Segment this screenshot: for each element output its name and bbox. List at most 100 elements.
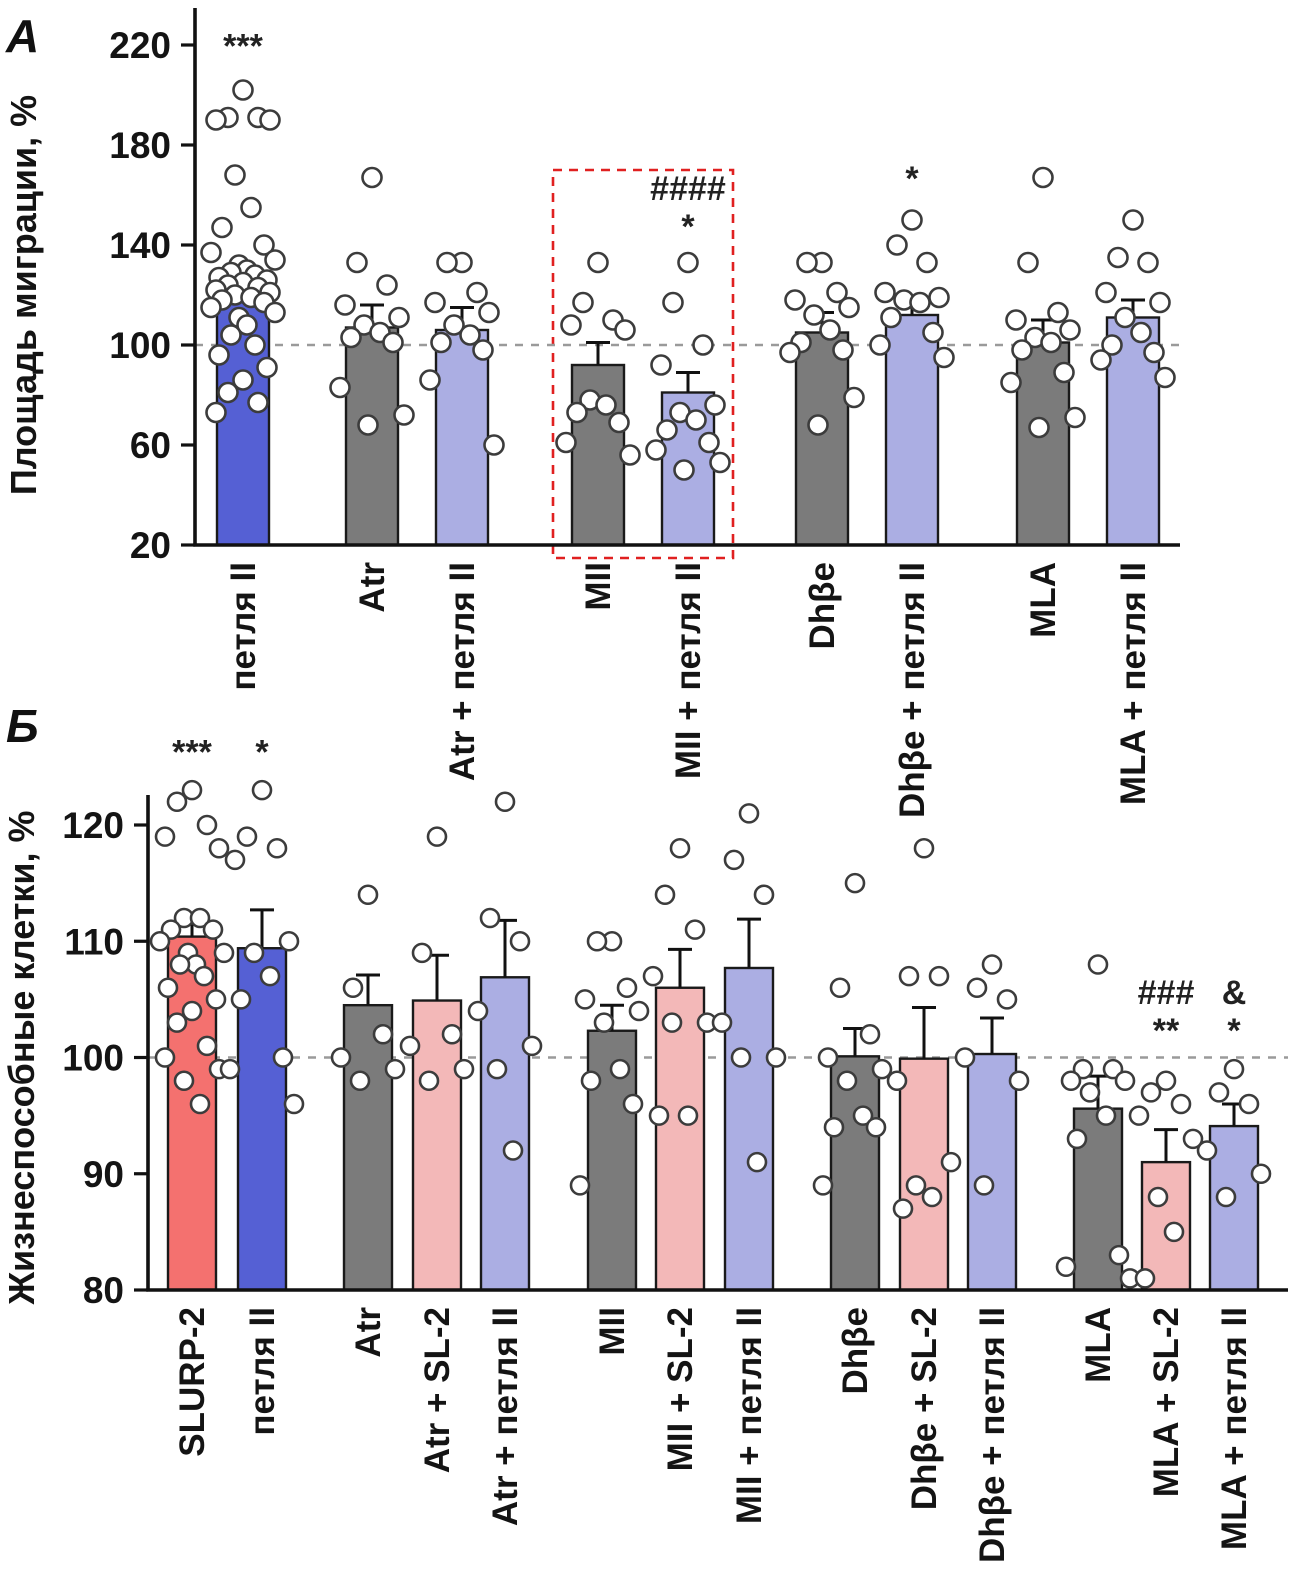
data-points-dh-e-петля-ii bbox=[869, 209, 955, 369]
data-point bbox=[933, 346, 955, 369]
data-point bbox=[709, 451, 731, 474]
data-point bbox=[1055, 1256, 1077, 1278]
y-tick-label: 180 bbox=[109, 125, 171, 166]
bar-dh-e-петля-ii bbox=[966, 1052, 1018, 1292]
category-label-mii-петля-ii: MII + петля II bbox=[730, 1307, 769, 1524]
data-points-mii bbox=[555, 251, 641, 466]
data-point bbox=[1072, 1058, 1094, 1080]
data-point bbox=[472, 339, 494, 361]
data-point bbox=[812, 1175, 834, 1196]
data-point bbox=[509, 930, 531, 952]
data-points-atr-петля-ii bbox=[419, 251, 505, 456]
data-point bbox=[738, 803, 760, 824]
data-point bbox=[372, 1023, 394, 1045]
data-point bbox=[940, 1151, 962, 1173]
bar-dh-e-петля-ii bbox=[884, 313, 940, 547]
data-points-atr-sl-2 bbox=[399, 826, 475, 1092]
data-point bbox=[154, 826, 176, 847]
data-point bbox=[382, 331, 404, 354]
data-point bbox=[330, 1047, 352, 1068]
data-point bbox=[648, 1105, 670, 1126]
bar-slurp-2 bbox=[166, 935, 218, 1292]
category-label-dh-e: Dhβe bbox=[803, 562, 842, 649]
data-point bbox=[419, 369, 441, 391]
data-points-dh-e bbox=[779, 251, 865, 436]
data-points-mla-петля-ii bbox=[1090, 209, 1176, 389]
significance-annotation: ### bbox=[1138, 974, 1195, 1012]
data-point bbox=[1060, 1070, 1082, 1092]
significance-annotation: *** bbox=[172, 733, 212, 771]
data-point bbox=[181, 1000, 203, 1022]
data-point bbox=[869, 334, 891, 356]
significance-annotation: * bbox=[255, 733, 269, 771]
data-points-петля-ii bbox=[200, 79, 286, 424]
data-point bbox=[913, 837, 935, 859]
data-point bbox=[1143, 341, 1165, 364]
data-point bbox=[619, 444, 641, 466]
data-point bbox=[685, 409, 707, 431]
data-point bbox=[1066, 1128, 1088, 1150]
data-point bbox=[746, 1151, 768, 1173]
data-point bbox=[586, 930, 608, 952]
data-point bbox=[587, 251, 609, 274]
category-label-mla-петля-ii: MLA + петля II bbox=[1114, 562, 1153, 805]
data-point bbox=[200, 296, 222, 319]
data-point bbox=[342, 977, 364, 999]
data-point bbox=[399, 1035, 421, 1057]
bar-mii bbox=[570, 363, 626, 547]
bar-mii-sl-2 bbox=[654, 986, 706, 1292]
data-point bbox=[193, 965, 215, 987]
y-tick-label: 140 bbox=[109, 225, 171, 266]
category-label-atr-sl-2: Atr + SL-2 bbox=[418, 1307, 457, 1473]
data-point bbox=[1011, 339, 1033, 361]
data-point bbox=[334, 294, 356, 316]
data-point bbox=[1215, 1186, 1237, 1208]
data-points-dh-e-sl-2 bbox=[886, 837, 962, 1219]
data-point bbox=[467, 1000, 489, 1022]
data-points-atr bbox=[330, 884, 406, 1092]
data-point bbox=[1079, 1082, 1101, 1103]
data-point bbox=[459, 324, 481, 346]
data-point bbox=[266, 837, 288, 859]
data-point bbox=[1170, 1093, 1192, 1115]
data-point bbox=[251, 779, 273, 801]
data-point bbox=[346, 251, 368, 274]
data-point bbox=[892, 1198, 914, 1219]
data-point bbox=[357, 414, 379, 436]
data-point bbox=[181, 779, 203, 801]
data-point bbox=[852, 1105, 874, 1126]
category-label-mla: MLA bbox=[1079, 1307, 1118, 1383]
data-point bbox=[466, 281, 488, 304]
data-point bbox=[838, 296, 860, 319]
data-point bbox=[826, 281, 848, 304]
data-point bbox=[1087, 954, 1109, 975]
data-point bbox=[1095, 1105, 1117, 1126]
category-label-atr: Atr bbox=[353, 562, 392, 613]
data-point bbox=[677, 251, 699, 274]
category-label-dh-e-sl-2: Dhβe + SL-2 bbox=[905, 1307, 944, 1510]
data-point bbox=[704, 394, 726, 416]
data-point bbox=[1101, 334, 1123, 356]
data-point bbox=[244, 334, 266, 356]
significance-annotation: * bbox=[681, 208, 695, 246]
data-point bbox=[259, 109, 281, 131]
data-point bbox=[384, 1058, 406, 1080]
data-point bbox=[928, 286, 950, 309]
category-label-петля-ii: петля II bbox=[224, 562, 263, 691]
data-point bbox=[189, 1093, 211, 1115]
y-tick-label: 110 bbox=[64, 921, 124, 962]
data-point bbox=[661, 1012, 683, 1033]
data-point bbox=[981, 954, 1003, 975]
data-point bbox=[928, 965, 950, 987]
y-tick-label: 90 bbox=[83, 1154, 124, 1195]
data-point bbox=[232, 369, 254, 391]
data-point bbox=[418, 1070, 440, 1092]
data-point bbox=[654, 884, 676, 906]
data-point bbox=[357, 884, 379, 906]
data-point bbox=[909, 291, 931, 314]
data-point bbox=[189, 907, 211, 929]
data-point bbox=[645, 439, 667, 461]
data-point bbox=[865, 1116, 887, 1138]
significance-annotation: * bbox=[905, 160, 919, 198]
data-point bbox=[1064, 406, 1086, 429]
